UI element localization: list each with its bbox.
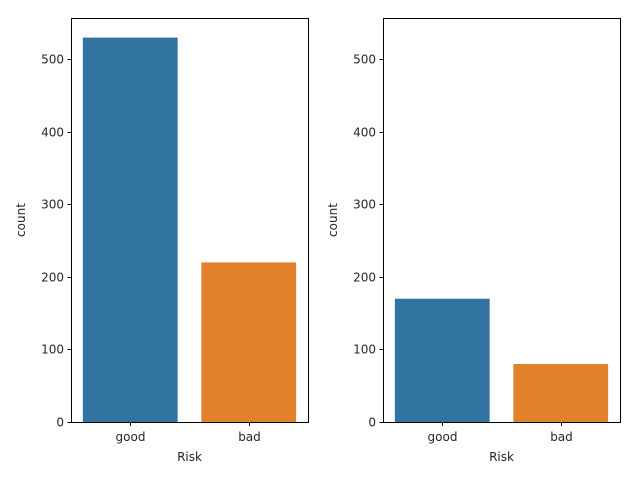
y-tick-label: 0 xyxy=(56,416,64,430)
x-tick-label-good: good xyxy=(116,430,146,444)
y-axis-label: count xyxy=(14,203,28,237)
x-tick-label-bad: bad xyxy=(238,430,261,444)
plot-frame xyxy=(383,18,621,423)
x-tick-label-bad: bad xyxy=(550,430,573,444)
y-tick-label: 400 xyxy=(41,126,64,140)
chart-left: 0 100 200 300 400 500 good bad Risk count xyxy=(14,18,309,464)
y-tick-label: 300 xyxy=(41,198,64,212)
y-tick-label: 200 xyxy=(353,271,376,285)
x-tick-label-good: good xyxy=(428,430,458,444)
y-tick-label: 0 xyxy=(368,416,376,430)
bar-good xyxy=(82,37,178,422)
y-axis-label: count xyxy=(326,203,340,237)
y-tick-label: 500 xyxy=(41,53,64,67)
plot-frame xyxy=(71,18,309,423)
y-tick-label: 300 xyxy=(353,198,376,212)
chart-right: 0 100 200 300 400 500 good bad Risk count xyxy=(326,18,621,464)
y-tick-label: 500 xyxy=(353,53,376,67)
y-tick-label: 100 xyxy=(353,343,376,357)
bar-bad xyxy=(201,262,297,422)
y-tick-label: 100 xyxy=(41,343,64,357)
y-tick-label: 400 xyxy=(353,126,376,140)
bar-bad xyxy=(513,363,609,422)
x-axis-label: Risk xyxy=(177,450,202,464)
y-tick-label: 200 xyxy=(41,271,64,285)
x-axis-label: Risk xyxy=(489,450,514,464)
bar-good xyxy=(394,298,490,422)
